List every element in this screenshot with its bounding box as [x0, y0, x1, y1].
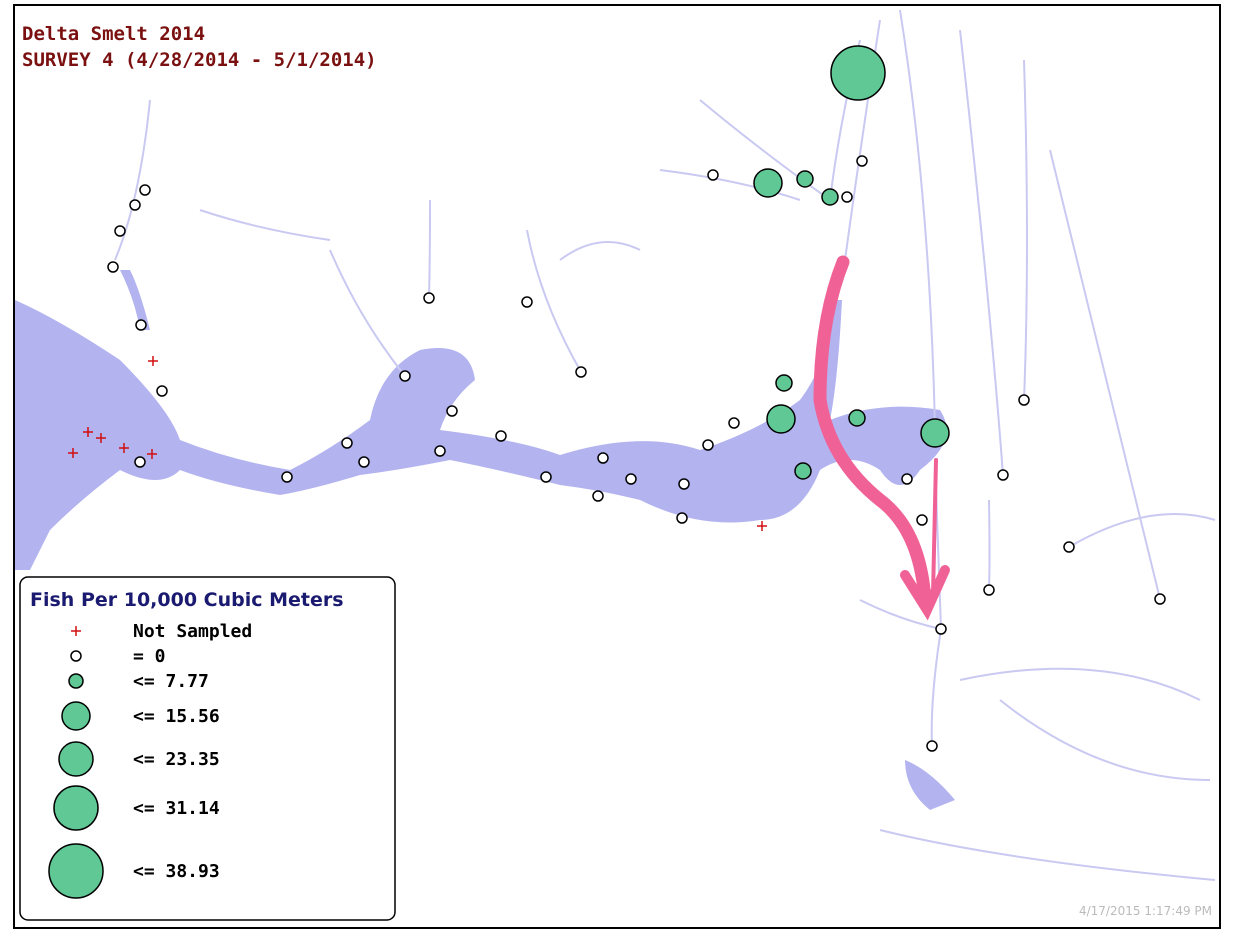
station-zero [707, 169, 719, 181]
not-sampled [757, 521, 767, 531]
not-sampled [119, 443, 129, 453]
not-sampled [68, 448, 78, 458]
station-zero [1154, 593, 1166, 605]
station-zero [575, 366, 587, 378]
station-zero [728, 417, 740, 429]
station-zero [1018, 394, 1030, 406]
not-sampled [83, 427, 93, 437]
station-zero [597, 452, 609, 464]
legend-label: <= 7.77 [133, 671, 209, 692]
not-sampled [71, 626, 81, 636]
station-catch [848, 409, 866, 427]
station-zero [540, 471, 552, 483]
station-zero [156, 385, 168, 397]
station-zero [281, 471, 293, 483]
station-zero [625, 473, 637, 485]
not-sampled [148, 356, 158, 366]
station-zero [702, 439, 714, 451]
legend-box [19, 576, 396, 921]
station-zero [114, 225, 126, 237]
legend-title: Fish Per 10,000 Cubic Meters [30, 589, 344, 611]
station-zero [676, 512, 688, 524]
station-zero [423, 292, 435, 304]
legend-label: <= 15.56 [133, 706, 220, 727]
station-zero [521, 296, 533, 308]
legend-label: <= 23.35 [133, 749, 220, 770]
waterways [15, 9, 1216, 881]
title: Delta Smelt 2014 [22, 23, 205, 45]
station-zero [399, 370, 411, 382]
station-zero [983, 584, 995, 596]
legend-label: <= 31.14 [133, 798, 220, 819]
legend-label: <= 38.93 [133, 861, 220, 882]
station-zero [341, 437, 353, 449]
station-zero [901, 473, 913, 485]
legend-label: Not Sampled [133, 621, 252, 642]
station-zero [358, 456, 370, 468]
legend-symbol [70, 650, 82, 662]
legend-symbol [53, 785, 99, 831]
station-zero [129, 199, 141, 211]
not-sampled [147, 449, 157, 459]
station-zero [1063, 541, 1075, 553]
station-zero [107, 261, 119, 273]
station-zero [495, 430, 507, 442]
station-catch [920, 418, 950, 448]
station-zero [926, 740, 938, 752]
station-zero [856, 155, 868, 167]
station-catch [821, 188, 839, 206]
station-catch [794, 462, 812, 480]
station-zero [678, 478, 690, 490]
station-zero [135, 319, 147, 331]
stations [68, 45, 1166, 752]
station-catch [796, 170, 814, 188]
station-catch [753, 168, 783, 198]
station-zero [434, 445, 446, 457]
station-zero [916, 514, 928, 526]
station-zero [446, 405, 458, 417]
legend-symbol [68, 673, 84, 689]
legend: Not Sampled = 0 <= 7.77 <= 15.56 <= 23.35 <= … [48, 621, 252, 899]
station-zero [935, 623, 947, 635]
station-catch [766, 404, 796, 434]
not-sampled [96, 433, 106, 443]
timestamp: 4/17/2015 1:17:49 PM [1079, 904, 1212, 918]
legend-symbol [61, 701, 91, 731]
station-zero [592, 490, 604, 502]
legend-label: = 0 [133, 646, 166, 667]
station-zero [134, 456, 146, 468]
station-zero [841, 191, 853, 203]
legend-symbol [48, 843, 104, 899]
station-zero [139, 184, 151, 196]
station-catch [830, 45, 886, 101]
station-catch [775, 374, 793, 392]
station-zero [997, 469, 1009, 481]
subtitle: SURVEY 4 (4/28/2014 - 5/1/2014) [22, 49, 377, 71]
legend-symbol [58, 741, 94, 777]
